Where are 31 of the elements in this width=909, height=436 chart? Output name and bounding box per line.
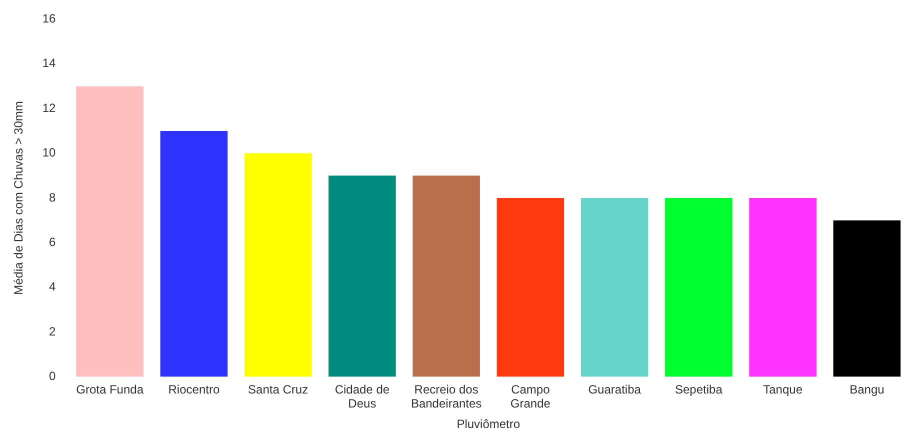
x-axis-title: Pluviômetro [456,417,520,432]
x-tick-label: Cidade de Deus [334,382,390,411]
x-tick-label: Santa Cruz [248,382,308,396]
y-tick-label: 0 [49,369,56,384]
bar [665,198,732,377]
bar [580,198,648,377]
y-tick-label: 2 [49,324,56,338]
y-axis-title: Média de Dias com Chuvas > 30mm [12,101,26,295]
x-tick-label: Sepetiba [675,382,723,396]
y-tick-label: 8 [49,190,56,204]
bar [833,220,901,377]
x-tick-label: Campo Grande [510,382,551,411]
y-tick-label: 4 [49,280,56,294]
bar [496,198,564,377]
y-tick-label: 16 [42,12,56,26]
bar [749,198,816,377]
y-tick-label: 12 [42,100,56,115]
bar [244,153,312,377]
bar [160,130,228,377]
x-tick-label: Guaratiba [588,382,642,396]
x-tick-label: Riocentro [168,382,220,396]
bar [412,176,480,377]
y-tick-label: 6 [49,235,56,250]
y-tick-label: 14 [42,56,56,70]
y-tick-label: 10 [42,146,56,160]
x-tick-label: Tanque [763,382,803,396]
bar [328,176,396,377]
x-tick-label: Grota Funda [76,382,144,396]
x-tick-label: Bangu [850,382,884,396]
bar [76,86,144,377]
x-tick-label: Recreio dos Bandeirantes [410,382,482,411]
